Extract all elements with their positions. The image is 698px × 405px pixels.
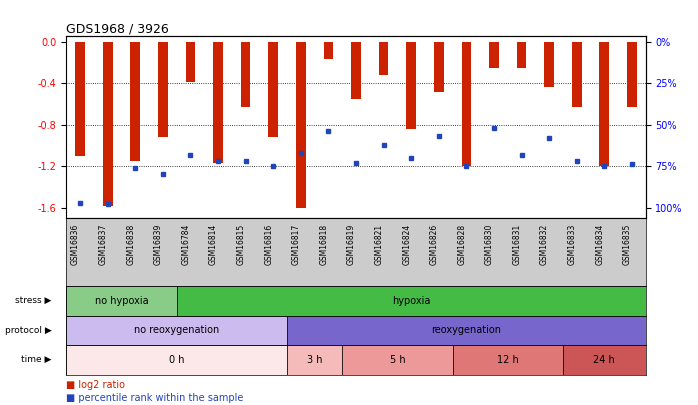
Bar	[75, 42, 85, 156]
Bar	[627, 42, 637, 107]
Text: GSM16821: GSM16821	[375, 224, 384, 264]
Bar	[66, 286, 177, 315]
Bar	[452, 345, 563, 375]
Text: 12 h: 12 h	[497, 355, 519, 365]
Text: GSM16819: GSM16819	[347, 224, 356, 265]
Text: GSM16818: GSM16818	[320, 224, 328, 264]
Bar	[131, 42, 140, 161]
Text: GSM16784: GSM16784	[181, 224, 191, 265]
Text: ■ log2 ratio: ■ log2 ratio	[66, 379, 126, 390]
Bar	[600, 42, 609, 166]
Bar	[177, 286, 646, 315]
Text: GSM16838: GSM16838	[126, 224, 135, 265]
Text: GSM16833: GSM16833	[567, 224, 577, 265]
Bar	[379, 42, 388, 75]
Bar	[287, 315, 646, 345]
Text: GSM16824: GSM16824	[402, 224, 411, 265]
Text: no hypoxia: no hypoxia	[95, 296, 148, 306]
Text: 5 h: 5 h	[389, 355, 405, 365]
Bar	[296, 42, 306, 208]
Text: GSM16815: GSM16815	[237, 224, 246, 265]
Bar	[563, 345, 646, 375]
Bar	[461, 42, 471, 166]
Bar	[342, 345, 452, 375]
Bar	[517, 42, 526, 68]
Bar	[66, 315, 287, 345]
Text: GSM16834: GSM16834	[595, 224, 604, 265]
Bar	[269, 42, 278, 137]
Bar	[324, 42, 333, 59]
Text: GSM16837: GSM16837	[98, 224, 107, 265]
Bar	[406, 42, 416, 129]
Text: GSM16814: GSM16814	[209, 224, 218, 265]
Text: GSM16839: GSM16839	[154, 224, 163, 265]
Text: GSM16817: GSM16817	[292, 224, 301, 265]
Text: GSM16831: GSM16831	[512, 224, 521, 265]
Bar	[489, 42, 499, 68]
Text: 24 h: 24 h	[593, 355, 615, 365]
Text: GSM16816: GSM16816	[265, 224, 273, 265]
Text: reoxygenation: reoxygenation	[431, 325, 501, 335]
Bar	[186, 42, 195, 82]
Text: 3 h: 3 h	[307, 355, 322, 365]
Bar	[572, 42, 581, 107]
Bar	[351, 42, 361, 99]
Bar	[213, 42, 223, 163]
Text: GSM16830: GSM16830	[485, 224, 494, 265]
Bar	[158, 42, 168, 137]
Text: GSM16832: GSM16832	[540, 224, 549, 265]
Text: GSM16828: GSM16828	[457, 224, 466, 264]
Text: GDS1968 / 3926: GDS1968 / 3926	[66, 22, 169, 35]
Bar	[66, 345, 287, 375]
Bar	[103, 42, 112, 206]
Text: 0 h: 0 h	[169, 355, 184, 365]
Text: protocol ▶: protocol ▶	[5, 326, 52, 335]
Text: time ▶: time ▶	[22, 355, 52, 364]
Text: no reoxygenation: no reoxygenation	[134, 325, 219, 335]
Text: stress ▶: stress ▶	[15, 296, 52, 305]
Text: ■ percentile rank within the sample: ■ percentile rank within the sample	[66, 393, 244, 403]
Bar	[544, 42, 554, 87]
Text: hypoxia: hypoxia	[392, 296, 431, 306]
Bar	[287, 345, 342, 375]
Text: GSM16835: GSM16835	[623, 224, 632, 265]
Text: GSM16826: GSM16826	[430, 224, 439, 265]
Bar	[241, 42, 251, 107]
Text: GSM16836: GSM16836	[71, 224, 80, 265]
Bar	[434, 42, 443, 92]
